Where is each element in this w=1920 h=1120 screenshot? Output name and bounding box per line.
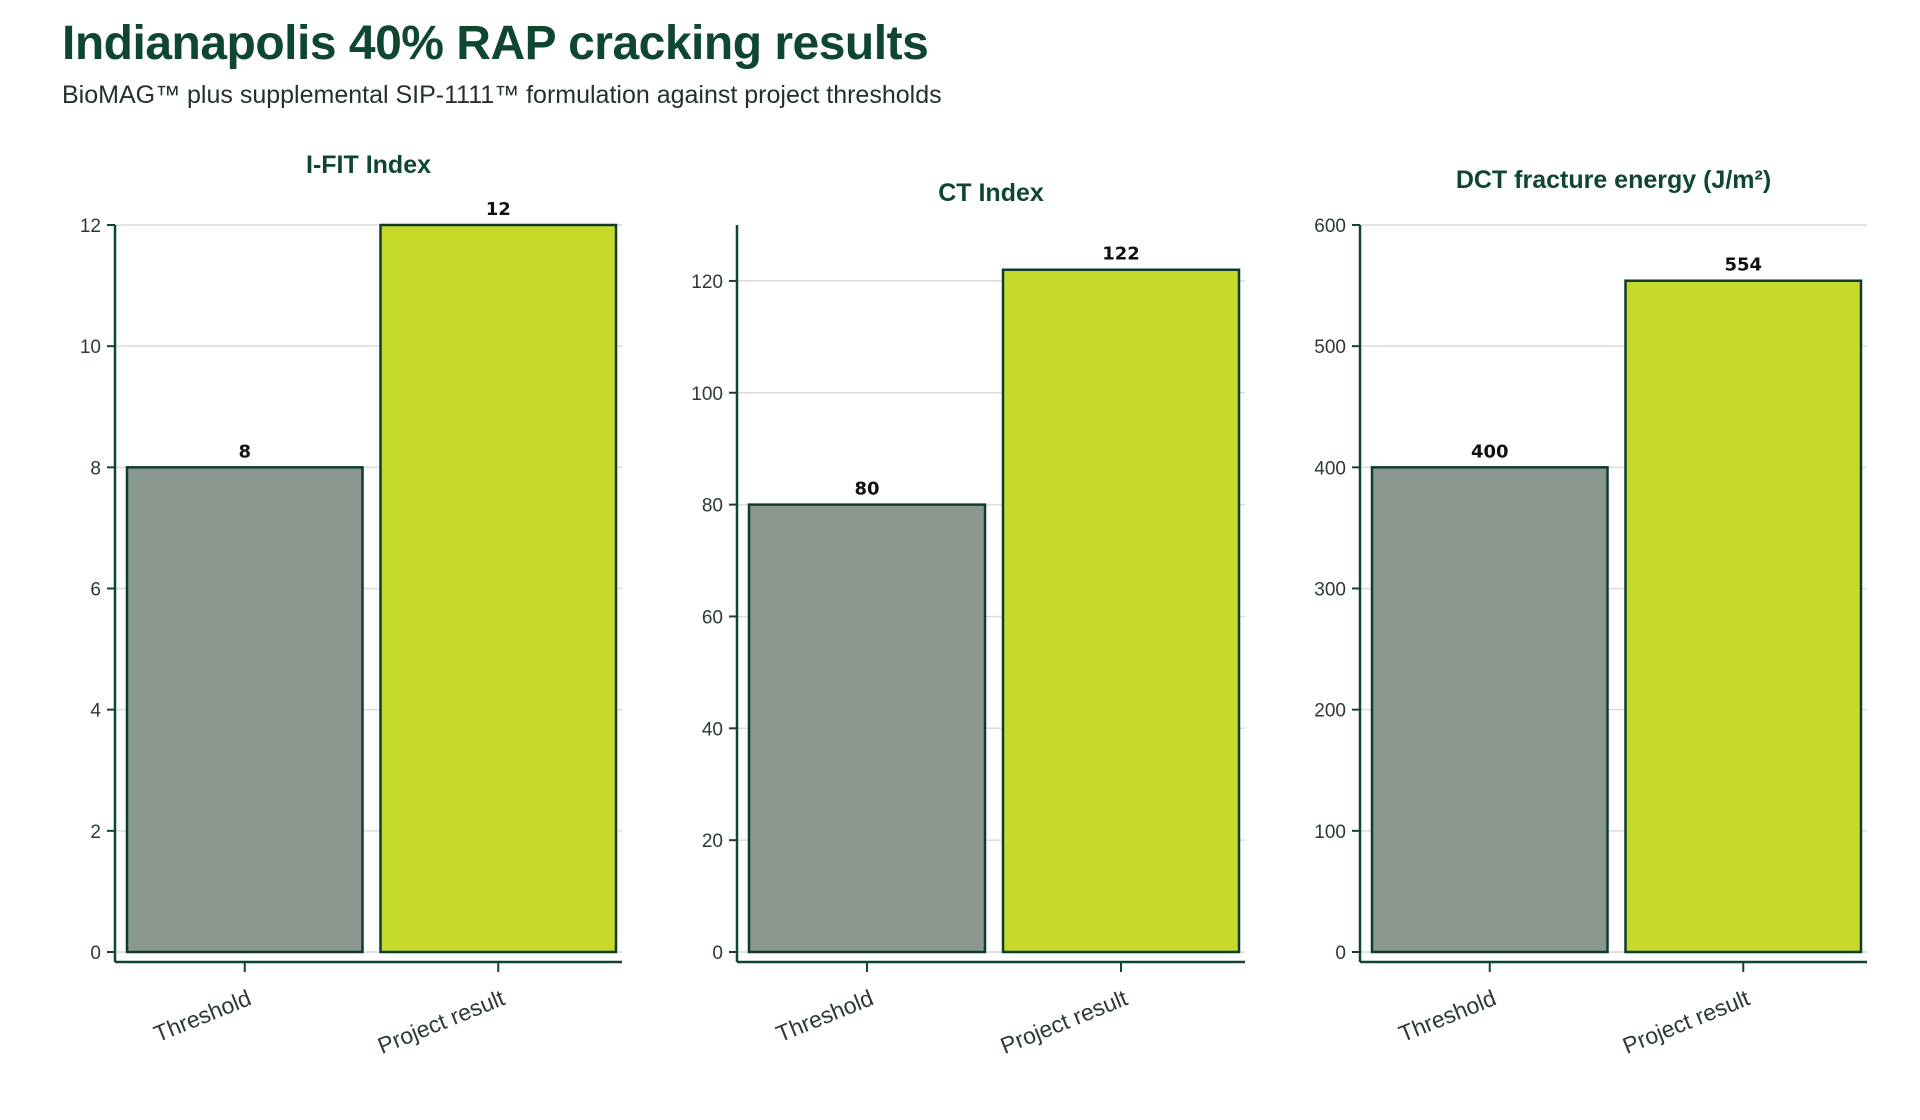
bar-project-result [379,223,618,954]
y-tick-label: 40 [702,719,723,740]
page-title: Indianapolis 40% RAP cracking results [62,17,929,70]
x-tick-label: Project result [997,984,1132,1059]
y-tick-label: 8 [90,458,101,479]
data-label: 122 [1102,244,1140,265]
y-tick-label: 100 [1314,822,1346,843]
y-tick-label: 120 [691,272,723,293]
chart-panel-1: I-FIT Index 0 2 4 6 8 10 12 8 Threshold 12 Project … [80,151,622,1059]
y-tick-label: 4 [90,701,101,722]
bar-project-result [1001,268,1241,954]
x-tick-label: Threshold [150,985,255,1047]
bar-threshold [125,466,364,954]
y-tick-label: 400 [1314,458,1346,479]
data-label: 554 [1724,255,1762,276]
y-tick-label: 6 [90,580,101,601]
chart-panel-2: CT Index 0 20 40 60 80 100 120 80 Threshold 122 Pro… [691,179,1245,1059]
y-tick-label: 80 [702,496,723,517]
y-tick-label: 100 [691,384,723,405]
y-tick-label: 10 [80,337,101,358]
chart-title: DCT fracture energy (J/m²) [1456,166,1771,194]
data-label: 8 [238,441,251,462]
y-tick-label: 2 [90,822,101,843]
y-tick-label: 20 [702,831,723,852]
chart-title: CT Index [938,179,1044,207]
x-tick-label: Project result [1619,984,1754,1059]
y-tick-label: 12 [80,216,101,237]
y-tick-label: 0 [90,943,101,964]
bar-threshold [747,503,987,954]
data-label: 400 [1471,441,1509,462]
y-tick-label: 500 [1314,337,1346,358]
chart-panel-3: DCT fracture energy (J/m²) 0 100 200 300 400 5… [1314,166,1867,1059]
data-label: 12 [486,199,511,220]
x-tick-label: Threshold [1395,985,1500,1047]
y-tick-label: 0 [1335,943,1346,964]
y-tick-label: 600 [1314,216,1346,237]
bar-threshold [1370,466,1609,954]
chart-title: I-FIT Index [306,151,431,179]
x-tick-label: Threshold [772,985,877,1047]
y-tick-label: 0 [712,943,723,964]
bar-project-result [1624,279,1863,954]
data-label: 80 [854,479,879,500]
page-subtitle: BioMAG™ plus supplemental SIP-1111™ form… [62,81,942,109]
header: Indianapolis 40% RAP cracking results Bi… [62,16,942,110]
x-tick-label: Project result [374,984,509,1059]
y-tick-label: 60 [702,607,723,628]
y-tick-label: 200 [1314,701,1346,722]
y-tick-label: 300 [1314,580,1346,601]
